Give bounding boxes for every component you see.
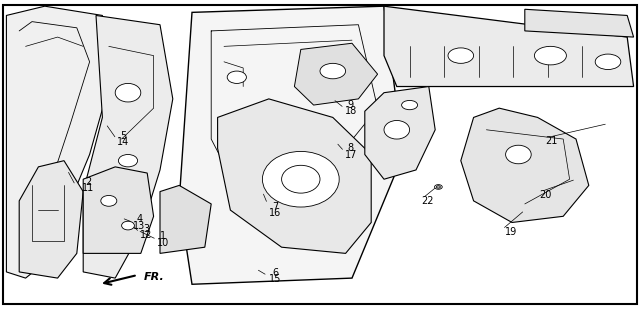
Text: 17: 17	[344, 150, 357, 159]
Ellipse shape	[118, 154, 138, 167]
Polygon shape	[83, 167, 154, 253]
Text: 18: 18	[344, 106, 357, 116]
Ellipse shape	[262, 151, 339, 207]
Polygon shape	[294, 43, 378, 105]
Text: 7: 7	[272, 202, 278, 212]
Polygon shape	[19, 161, 83, 278]
Text: 12: 12	[140, 231, 152, 240]
Ellipse shape	[282, 165, 320, 193]
Ellipse shape	[595, 54, 621, 70]
Ellipse shape	[448, 48, 474, 63]
Polygon shape	[218, 99, 371, 253]
Ellipse shape	[338, 72, 354, 83]
Polygon shape	[461, 108, 589, 222]
Text: 3: 3	[143, 224, 149, 234]
Text: 14: 14	[116, 137, 129, 147]
Text: 1: 1	[160, 231, 166, 241]
Polygon shape	[365, 87, 435, 179]
Ellipse shape	[534, 46, 566, 65]
Text: 15: 15	[269, 274, 282, 284]
Text: 8: 8	[348, 143, 354, 153]
Text: 2: 2	[85, 177, 92, 187]
Text: 6: 6	[272, 268, 278, 277]
Ellipse shape	[115, 83, 141, 102]
Ellipse shape	[435, 185, 442, 189]
Ellipse shape	[436, 186, 440, 188]
Text: 13: 13	[133, 221, 146, 231]
Polygon shape	[525, 9, 634, 37]
Text: FR.: FR.	[144, 272, 164, 282]
Polygon shape	[83, 15, 173, 278]
Text: 22: 22	[421, 197, 434, 206]
Text: 4: 4	[136, 214, 143, 224]
Text: 20: 20	[539, 190, 552, 200]
Ellipse shape	[506, 145, 531, 164]
Ellipse shape	[402, 100, 418, 110]
Text: 16: 16	[269, 208, 282, 218]
Polygon shape	[179, 6, 403, 284]
Text: 21: 21	[545, 136, 558, 146]
Ellipse shape	[384, 121, 410, 139]
Polygon shape	[384, 6, 634, 87]
Text: 5: 5	[120, 131, 126, 141]
Polygon shape	[160, 185, 211, 253]
Ellipse shape	[101, 196, 117, 206]
Text: 19: 19	[504, 227, 517, 237]
Text: 9: 9	[348, 100, 354, 110]
Polygon shape	[6, 6, 109, 278]
Ellipse shape	[320, 63, 346, 79]
Ellipse shape	[227, 71, 246, 83]
Text: 10: 10	[157, 238, 170, 248]
Text: 11: 11	[82, 184, 95, 193]
Ellipse shape	[122, 221, 134, 230]
